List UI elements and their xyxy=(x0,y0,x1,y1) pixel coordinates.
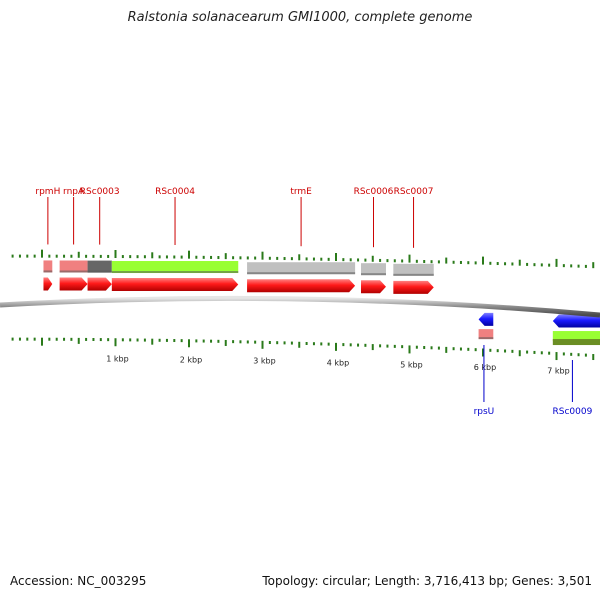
cog-block-shadow xyxy=(478,337,494,340)
forward-cds-arrow xyxy=(59,277,88,291)
forward-cds-arrow xyxy=(111,278,239,292)
gene-label-trme: trmE xyxy=(290,187,312,197)
genome-title: Ralstonia solanacearum GMI1000, complete… xyxy=(127,10,473,25)
forward-cds-arrow xyxy=(247,279,356,293)
genome-summary-text: Topology: circular; Length: 3,716,413 bp… xyxy=(262,574,592,588)
gene-label-rsc0007: RSc0007 xyxy=(394,187,434,197)
genome-backbone xyxy=(0,295,600,318)
cog-block-shadow xyxy=(247,272,356,275)
cog-block-shadow xyxy=(111,271,239,274)
cog-block xyxy=(59,260,88,273)
cog-category-track xyxy=(43,260,600,346)
cog-block-shadow xyxy=(360,273,386,276)
scale-label: 3 kbp xyxy=(253,357,275,366)
cog-block-secondary xyxy=(552,339,600,346)
cog-block xyxy=(478,329,494,340)
scale-label: 7 kbp xyxy=(547,366,569,375)
cds-track xyxy=(43,277,600,328)
gene-label-rnpa: rnpA xyxy=(63,187,85,197)
scale-label: 1 kbp xyxy=(106,354,128,363)
cog-block-shadow xyxy=(59,270,88,273)
cog-block-shadow xyxy=(393,273,434,276)
gene-label-rsc0009: RSc0009 xyxy=(552,407,592,417)
forward-cds-arrow xyxy=(87,277,112,291)
cog-block-shadow xyxy=(43,270,53,273)
reverse-cds-arrow xyxy=(478,312,494,326)
cog-block xyxy=(247,262,356,275)
scale-label: 5 kbp xyxy=(400,361,422,370)
accession-text: Accession: NC_003295 xyxy=(10,574,147,588)
forward-cds-arrow xyxy=(393,280,434,294)
gene-label-rpsu: rpsU xyxy=(474,407,495,417)
cog-block xyxy=(87,260,112,273)
cog-block-shadow xyxy=(87,270,112,273)
cog-block xyxy=(111,261,239,274)
scale-label: 4 kbp xyxy=(327,358,349,367)
outer-tick-marks xyxy=(11,249,595,269)
scale-labels: 1 kbp 2 kbp 3 kbp 4 kbp 5 kbp 6 kbp 7 kbp xyxy=(106,354,569,375)
gene-label-rsc0006: RSc0006 xyxy=(354,187,394,197)
gene-label-rpmh: rpmH xyxy=(35,187,60,197)
forward-cds-arrow xyxy=(43,277,53,291)
cog-block xyxy=(43,260,53,273)
cog-block xyxy=(393,263,434,276)
gene-label-rsc0003: RSc0003 xyxy=(80,187,120,197)
inner-tick-marks xyxy=(11,337,595,361)
gene-label-rsc0004: RSc0004 xyxy=(155,187,195,197)
forward-cds-arrow xyxy=(360,280,386,294)
cog-block xyxy=(552,331,600,342)
scale-label: 2 kbp xyxy=(180,355,202,364)
cog-block xyxy=(360,263,386,276)
scale-label: 6 kbp xyxy=(474,363,496,372)
reverse-cds-arrow xyxy=(552,314,600,328)
